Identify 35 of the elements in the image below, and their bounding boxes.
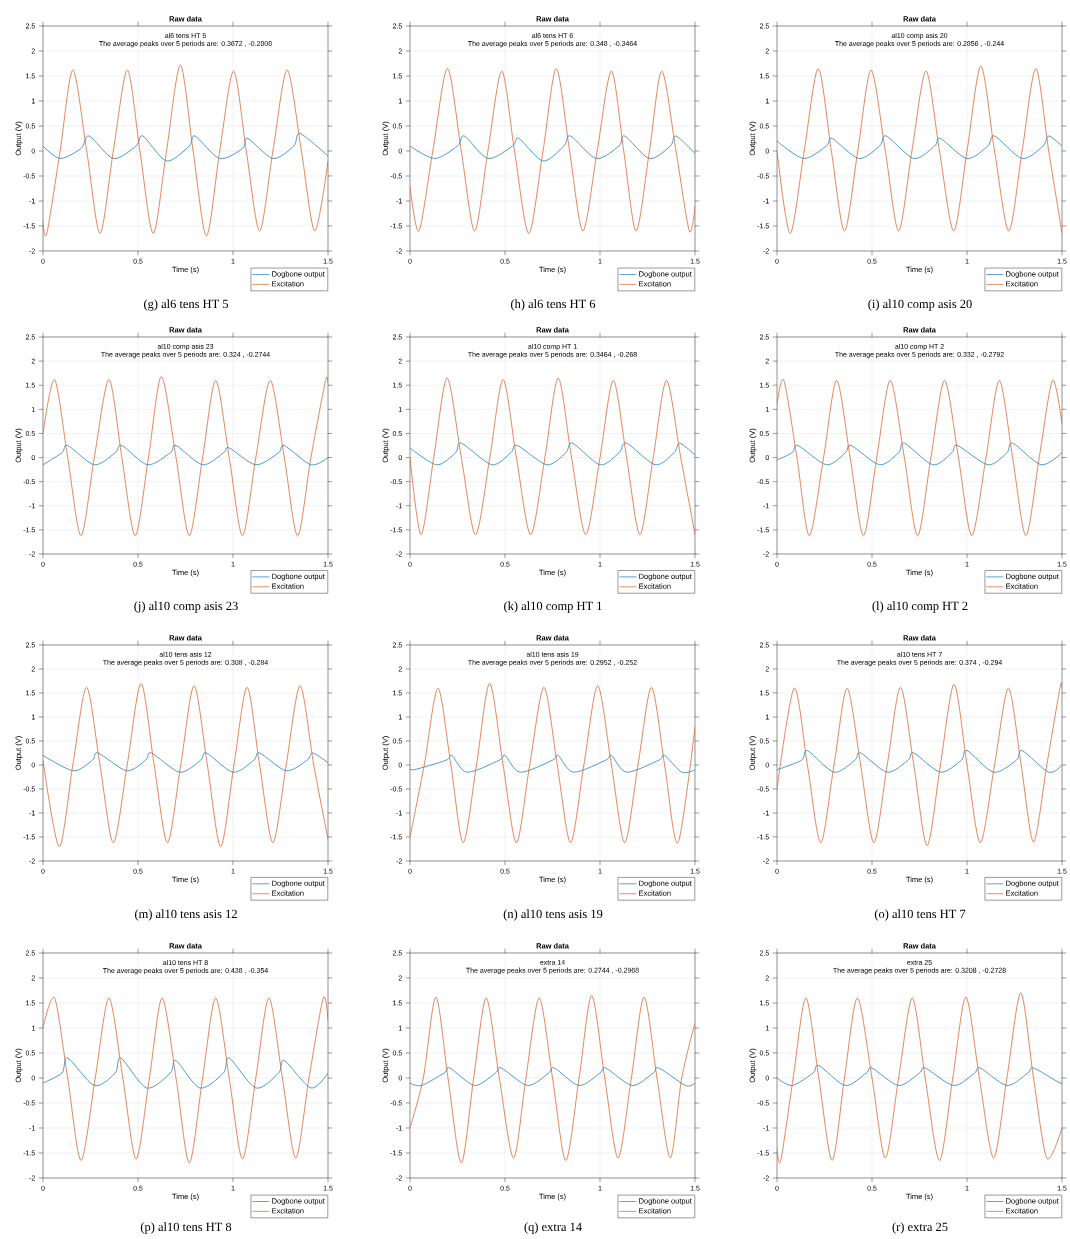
text: (k) al10 comp HT 1 [504, 601, 602, 613]
text: (r) extra 25 [892, 1222, 948, 1234]
line-series [43, 444, 328, 466]
line-series [410, 377, 695, 536]
line-series [43, 133, 328, 162]
text: (i) al10 comp asis 20 [868, 299, 972, 311]
line-series [43, 997, 328, 1164]
text: (n) al10 tens asis 19 [503, 909, 603, 921]
line-series [777, 750, 1063, 773]
line-series [410, 995, 695, 1164]
line-series [777, 1065, 1063, 1086]
text: (h) al6 tens HT 6 [511, 299, 596, 311]
line-series [777, 65, 1063, 234]
text: (j) al10 comp asis 23 [134, 601, 238, 613]
line-series [410, 1067, 695, 1087]
line-series [43, 752, 328, 773]
text: (l) al10 comp HT 2 [872, 601, 968, 613]
line-series [777, 684, 1063, 846]
line-series [410, 135, 695, 162]
text: (q) extra 14 [524, 1222, 582, 1234]
text: (m) al10 tens asis 12 [135, 909, 237, 921]
line-series [410, 755, 695, 774]
line-series [777, 380, 1063, 537]
line-series [410, 683, 695, 844]
line-series [43, 683, 328, 847]
line-series [43, 376, 328, 537]
text: (p) al10 tens HT 8 [140, 1222, 232, 1234]
text: (g) al6 tens HT 5 [144, 299, 229, 311]
line-series [777, 442, 1063, 466]
text: (o) al10 tens HT 7 [874, 909, 966, 921]
line-series [43, 1057, 328, 1089]
line-series [43, 64, 328, 237]
line-series [777, 135, 1063, 159]
line-series [410, 442, 695, 466]
line-series [410, 68, 695, 234]
